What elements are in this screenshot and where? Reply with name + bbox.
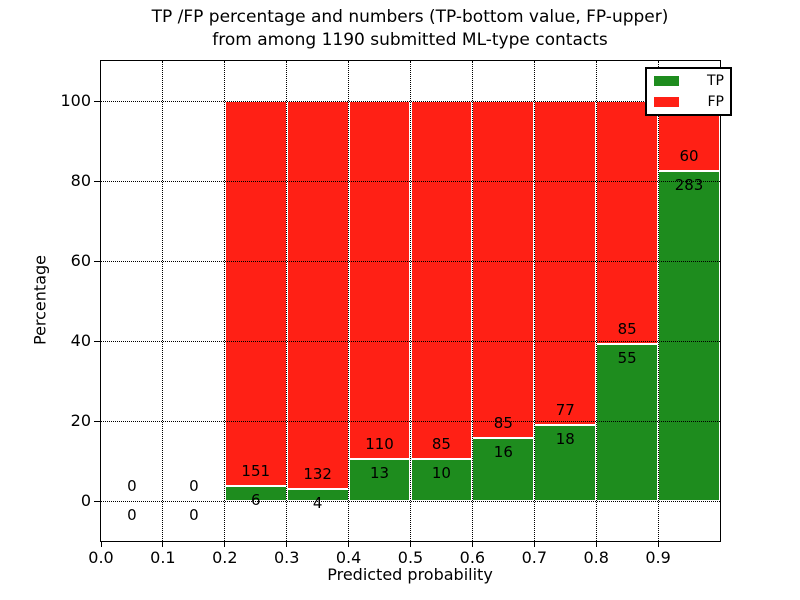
x-gridline bbox=[224, 61, 226, 541]
y-gridline bbox=[101, 500, 720, 502]
x-tick bbox=[224, 541, 226, 547]
fp-count-label: 132 bbox=[303, 465, 332, 484]
fp-count-label: 77 bbox=[555, 401, 575, 420]
y-tick-label: 40 bbox=[70, 331, 91, 350]
legend-label-fp: FP bbox=[707, 94, 725, 110]
x-axis-label: Predicted probability bbox=[327, 565, 493, 584]
fp-count-label: 151 bbox=[241, 461, 271, 480]
fp-count-label: 0 bbox=[127, 477, 137, 495]
y-tick-label: 80 bbox=[70, 171, 91, 190]
y-gridline bbox=[101, 340, 720, 342]
x-gridline bbox=[162, 61, 164, 541]
tp-count-label: 4 bbox=[312, 494, 323, 513]
y-tick bbox=[94, 340, 100, 342]
legend-label-tp: TP bbox=[707, 73, 724, 89]
x-gridline bbox=[410, 61, 411, 541]
bar-fp-segment bbox=[286, 101, 349, 490]
tp-count-label: 0 bbox=[127, 506, 137, 524]
bar-fp-segment bbox=[472, 101, 535, 438]
x-tick bbox=[471, 541, 473, 547]
y-tick-label: 20 bbox=[70, 411, 91, 430]
bar-fp-segment bbox=[534, 101, 597, 426]
fp-count-label: 110 bbox=[365, 434, 394, 453]
tp-count-label: 18 bbox=[555, 430, 575, 449]
x-gridline bbox=[286, 61, 288, 541]
fp-count-label: 85 bbox=[617, 319, 637, 338]
x-tick bbox=[348, 541, 350, 547]
y-tick-label: 0 bbox=[80, 491, 91, 510]
chart-title: TP /FP percentage and numbers (TP-bottom… bbox=[100, 6, 720, 52]
chart-title-line-1: TP /FP percentage and numbers (TP-bottom… bbox=[151, 7, 669, 27]
bar-tp-segment bbox=[348, 458, 411, 501]
tp-count-label: 0 bbox=[189, 506, 199, 524]
tp-count-label: 13 bbox=[370, 463, 390, 482]
y-tick bbox=[94, 420, 100, 422]
x-gridline bbox=[533, 61, 535, 541]
x-tick-label: 0.5 bbox=[397, 548, 424, 567]
tp-count-label: 6 bbox=[250, 490, 261, 509]
x-tick-label: 0.8 bbox=[583, 548, 609, 567]
legend: TP FP bbox=[645, 67, 732, 116]
bar-fp-segment bbox=[224, 101, 287, 486]
fp-count-label: 0 bbox=[189, 477, 199, 495]
bar-fp-segment bbox=[596, 101, 659, 344]
y-tick bbox=[94, 100, 100, 102]
x-tick-label: 0.2 bbox=[212, 548, 238, 567]
y-gridline bbox=[101, 100, 720, 102]
y-gridline bbox=[101, 180, 720, 182]
bar-fp-segment bbox=[410, 101, 473, 459]
plot-area: TP FP 0 0 0 0 151 6 132 4 110 13 85 10 85 16 77 18 85 55 60… bbox=[60, 60, 732, 567]
x-gridline bbox=[595, 61, 597, 541]
bar-tp-segment bbox=[658, 170, 720, 501]
x-tick bbox=[410, 541, 411, 547]
x-tick bbox=[595, 541, 597, 547]
x-tick bbox=[162, 541, 164, 547]
bar-fp-segment bbox=[348, 101, 411, 459]
x-tick-label: 0.4 bbox=[335, 548, 362, 567]
y-tick bbox=[94, 260, 100, 262]
legend-entry-fp: FP bbox=[654, 95, 724, 109]
x-tick-label: 0.3 bbox=[273, 548, 300, 567]
tp-count-label: 16 bbox=[493, 442, 513, 461]
tp-count-label: 55 bbox=[617, 348, 637, 367]
x-tick bbox=[657, 541, 659, 547]
fp-count-label: 85 bbox=[493, 413, 513, 432]
y-tick-label: 100 bbox=[60, 91, 91, 110]
x-tick-label: 0.9 bbox=[645, 548, 671, 567]
tp-count-label: 283 bbox=[674, 175, 704, 194]
x-gridline bbox=[471, 61, 473, 541]
bar-tp-segment bbox=[596, 343, 659, 501]
x-tick-label: 0.6 bbox=[459, 548, 486, 567]
fp-count-label: 60 bbox=[679, 146, 699, 165]
y-gridline bbox=[101, 420, 720, 422]
x-tick-label: 0.0 bbox=[88, 548, 114, 567]
x-tick-label: 0.1 bbox=[150, 548, 176, 567]
y-gridline bbox=[101, 260, 720, 262]
x-tick bbox=[100, 541, 102, 547]
y-tick bbox=[94, 500, 100, 502]
x-gridline bbox=[657, 61, 659, 541]
legend-entry-tp: TP bbox=[654, 74, 724, 88]
x-tick bbox=[533, 541, 535, 547]
y-tick-label: 60 bbox=[70, 251, 91, 270]
tp-count-label: 10 bbox=[431, 463, 451, 482]
x-tick bbox=[286, 541, 288, 547]
x-gridline bbox=[348, 61, 350, 541]
y-tick bbox=[94, 180, 100, 182]
x-tick-label: 0.7 bbox=[521, 548, 548, 567]
y-axis-label: Percentage bbox=[30, 254, 50, 346]
chart-title-line-2: from among 1190 submitted ML-type contac… bbox=[212, 30, 608, 50]
fp-count-label: 85 bbox=[431, 434, 451, 453]
legend-swatch-fp bbox=[654, 97, 679, 107]
legend-swatch-tp bbox=[654, 76, 679, 86]
